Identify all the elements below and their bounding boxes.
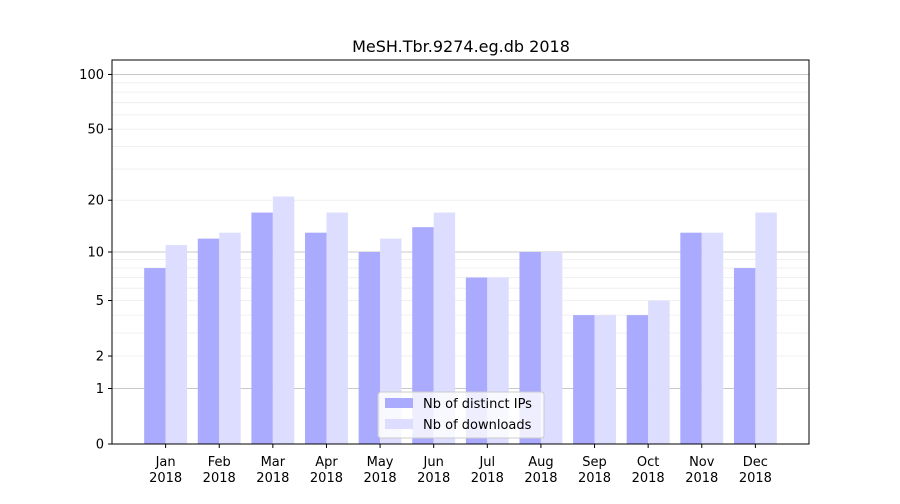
bar-distinct-ips-jun xyxy=(412,227,434,444)
x-tick-label-month: Dec xyxy=(743,455,768,470)
y-tick-label: 5 xyxy=(96,294,104,309)
bar-downloads-oct xyxy=(648,300,670,444)
x-tick-label-year: 2018 xyxy=(203,471,236,486)
y-tick-label: 50 xyxy=(87,123,104,138)
x-tick-label-month: Sep xyxy=(582,455,607,470)
x-tick-label-month: Nov xyxy=(689,455,715,470)
x-tick-label-month: Apr xyxy=(315,455,338,470)
x-tick-label-year: 2018 xyxy=(364,471,397,486)
bar-downloads-jun xyxy=(433,212,456,444)
legend-label: Nb of downloads xyxy=(423,418,532,433)
y-axis: 0 1 2 5 10 20 50 100 xyxy=(79,68,112,453)
bar-distinct-ips-sep xyxy=(573,315,595,444)
legend: Nb of distinct IPs Nb of downloads xyxy=(377,391,545,439)
y-tick-label: 2 xyxy=(96,350,104,365)
x-tick-label-month: Aug xyxy=(528,455,553,470)
x-tick-label-month: May xyxy=(367,455,394,470)
bar-distinct-ips-apr xyxy=(305,232,327,444)
x-tick-label-month: Jun xyxy=(423,455,444,470)
y-tick-label: 20 xyxy=(87,194,104,209)
bar-distinct-ips-may xyxy=(358,252,381,444)
bar-distinct-ips-dec xyxy=(733,268,756,444)
x-tick-label-month: Jan xyxy=(155,455,176,470)
legend-swatch xyxy=(385,419,413,429)
bar-downloads-feb xyxy=(219,232,241,444)
bar-distinct-ips-feb xyxy=(197,238,220,444)
bar-downloads-jan xyxy=(165,245,188,444)
x-tick-label-year: 2018 xyxy=(578,471,611,486)
bar-downloads-nov xyxy=(701,232,724,444)
x-tick-label-year: 2018 xyxy=(739,471,772,486)
y-tick-label: 0 xyxy=(96,438,104,453)
x-tick-label-year: 2018 xyxy=(149,471,182,486)
x-tick-label-month: Feb xyxy=(208,455,231,470)
y-tick-label: 100 xyxy=(79,68,104,83)
bar-downloads-dec xyxy=(755,212,777,444)
y-tick-label: 10 xyxy=(87,246,104,261)
bar-downloads-aug xyxy=(540,252,563,444)
legend-label: Nb of distinct IPs xyxy=(423,397,532,412)
bar-distinct-ips-mar xyxy=(251,212,273,444)
bar-downloads-apr xyxy=(326,212,348,444)
bar-downloads-mar xyxy=(272,196,295,444)
chart-title: MeSH.Tbr.9274.eg.db 2018 xyxy=(352,37,570,56)
x-tick-label-year: 2018 xyxy=(632,471,665,486)
x-tick-label-year: 2018 xyxy=(310,471,343,486)
x-tick-label-year: 2018 xyxy=(417,471,450,486)
x-tick-label-month: Jul xyxy=(478,455,495,470)
x-tick-label-year: 2018 xyxy=(256,471,289,486)
legend-swatch xyxy=(385,398,413,408)
y-tick-label: 1 xyxy=(96,382,104,397)
x-tick-label-month: Mar xyxy=(261,455,286,470)
x-tick-label-year: 2018 xyxy=(524,471,557,486)
x-tick-label-year: 2018 xyxy=(471,471,504,486)
x-tick-label-month: Oct xyxy=(637,455,659,470)
legend-box xyxy=(377,391,545,439)
x-tick-label-year: 2018 xyxy=(685,471,718,486)
bar-downloads-sep xyxy=(594,315,616,444)
x-axis: Jan2018Feb2018Mar2018Apr2018May2018Jun20… xyxy=(149,444,772,486)
bar-distinct-ips-nov xyxy=(680,232,702,444)
bar-distinct-ips-oct xyxy=(626,315,649,444)
bar-distinct-ips-jan xyxy=(144,268,166,444)
